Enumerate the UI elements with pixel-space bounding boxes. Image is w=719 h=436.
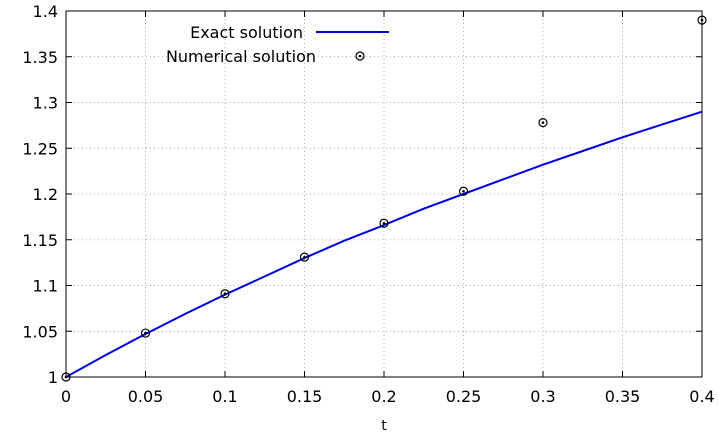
y-tick-label: 1.05	[22, 322, 58, 341]
point-dot	[144, 331, 147, 335]
y-tick-label: 1.25	[22, 139, 58, 158]
y-tick-label: 1.15	[22, 231, 58, 250]
point-ring	[458, 186, 469, 196]
x-tick-label: 0.25	[446, 387, 482, 406]
x-tick-label: 0.4	[689, 387, 714, 406]
legend-marker-dot	[358, 54, 362, 58]
point-ring	[538, 118, 548, 128]
data-point	[299, 252, 310, 262]
point-dot	[64, 375, 68, 379]
legend-label-exact: Exact solution	[190, 23, 303, 42]
data-point	[220, 289, 230, 299]
y-tick-label: 1.3	[33, 94, 58, 113]
series-layer	[61, 15, 707, 382]
x-tick-label: 0.05	[128, 387, 164, 406]
point-dot	[223, 292, 227, 296]
point-ring	[140, 328, 151, 338]
x-axis-title: t	[381, 418, 387, 434]
point-ring	[697, 15, 707, 25]
point-ring	[61, 372, 71, 382]
point-dot	[700, 18, 704, 22]
data-point	[379, 218, 389, 228]
x-tick-label: 0.1	[212, 387, 237, 406]
data-point	[697, 15, 707, 25]
y-tick-label: 1.1	[33, 277, 58, 296]
x-tick-label: 0.35	[605, 387, 641, 406]
legend-swatch-numerical	[355, 51, 365, 61]
point-ring	[220, 289, 230, 299]
x-tick-label: 0.2	[371, 387, 396, 406]
point-dot	[462, 189, 465, 193]
legend: Exact solution Numerical solution	[166, 23, 389, 66]
legend-label-numerical: Numerical solution	[166, 47, 316, 66]
y-tick-label: 1	[48, 368, 58, 387]
point-dot	[382, 221, 386, 225]
grid	[66, 11, 702, 377]
x-tick-label: 0	[61, 387, 71, 406]
data-point	[538, 118, 548, 128]
data-point	[458, 186, 469, 196]
point-ring	[379, 218, 389, 228]
y-tick-label: 1.2	[33, 185, 58, 204]
point-ring	[299, 252, 310, 262]
series-line-exact	[65, 110, 703, 378]
x-tick-label: 0.15	[287, 387, 323, 406]
x-tick-label: 0.3	[530, 387, 555, 406]
point-dot	[541, 121, 545, 124]
data-point	[61, 372, 71, 382]
legend-marker-ring	[355, 51, 365, 61]
y-tick-label: 1.35	[22, 48, 58, 67]
data-point	[140, 328, 151, 338]
y-tick-label: 1.4	[33, 2, 58, 21]
point-dot	[303, 255, 306, 259]
axis-ticks: 0 0.05 0.1 0.15 0.2 0.25 0.3 0.35 0.4 1 1.05 1.1 1.1…	[22, 2, 714, 406]
